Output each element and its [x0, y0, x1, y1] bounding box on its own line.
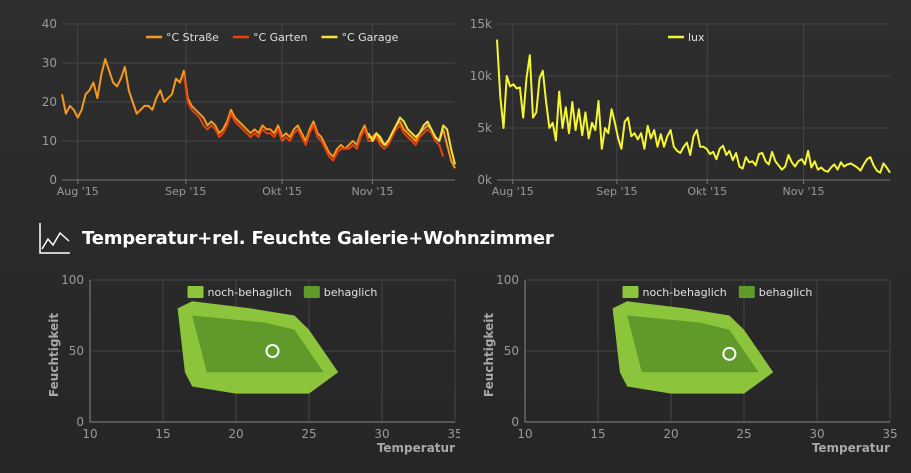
y-tick-label: 0 — [76, 415, 84, 429]
legend-swatch-behaglich — [738, 286, 755, 298]
x-tick-label: Nov '15 — [351, 185, 393, 198]
y-tick-label: 30 — [42, 56, 57, 70]
x-tick-label: 15 — [155, 427, 170, 441]
temperature-chart-svg: 0 10 20 30 40 Aug '15 Sep '15 Okt '15 Nov '15 °C … — [42, 17, 456, 198]
x-tick-label: 15 — [590, 427, 605, 441]
series-line-lux — [496, 39, 891, 174]
y-tick-label: 100 — [496, 273, 519, 287]
legend-label-noch-behaglich: noch-behaglich — [643, 286, 727, 299]
y-tick-label: 0 — [49, 173, 57, 187]
legend-label-garage: °C Garage — [341, 31, 398, 44]
series-line-strasse — [61, 58, 456, 169]
y-tick-label: 20 — [42, 95, 57, 109]
x-tick-label: Sep '15 — [165, 185, 206, 198]
y-tick-label: 5k — [477, 121, 492, 135]
x-axis-label: Temperatur — [812, 441, 890, 455]
y-axis-label: Feuchtigkeit — [482, 313, 496, 397]
y-tick-label: 0 — [511, 415, 519, 429]
x-tick-label: Sep '15 — [596, 185, 637, 198]
x-tick-label: 25 — [301, 427, 316, 441]
legend-label-strasse: °C Straße — [166, 31, 219, 44]
legend-label-lux: lux — [688, 31, 705, 44]
x-tick-label: Aug '15 — [492, 185, 534, 198]
x-axis-label: Temperatur — [377, 441, 455, 455]
series-line-garage — [367, 116, 456, 165]
x-tick-label: Okt '15 — [262, 185, 302, 198]
y-tick-label: 10k — [470, 69, 492, 83]
comfort-chart-right-svg: 10 15 20 25 30 35 0 50 100 Temperatur Feuchtigkeit… — [482, 273, 898, 455]
x-tick-label: Aug '15 — [57, 185, 99, 198]
x-tick-label: 35 — [882, 427, 897, 441]
y-tick-label: 100 — [61, 273, 84, 287]
y-tick-label: 10 — [42, 134, 57, 148]
comfort-chart-left-svg: 10 15 20 25 30 35 0 50 100 Temperatur Feuchtigkeit… — [47, 273, 460, 455]
y-tick-label: 50 — [69, 344, 84, 358]
comfort-chart-right: 10 15 20 25 30 35 0 50 100 Temperatur Feuchtigkeit… — [460, 265, 911, 473]
data-point — [265, 344, 280, 358]
legend-swatch-behaglich — [303, 286, 320, 298]
legend-label-garten: °C Garten — [253, 31, 308, 44]
lux-chart: 0k 5k 10k 15k Aug '15 Sep '15 Okt '15 Nov '15 lu… — [460, 0, 911, 205]
x-tick-label: Okt '15 — [687, 185, 727, 198]
x-tick-label: Nov '15 — [783, 185, 825, 198]
line-chart-icon — [39, 223, 70, 254]
x-tick-label: 30 — [374, 427, 389, 441]
section-title: Temperatur+rel. Feuchte Galerie+Wohnzimm… — [82, 227, 554, 249]
x-tick-label: 25 — [736, 427, 751, 441]
x-tick-label: 30 — [809, 427, 824, 441]
x-tick-label: 35 — [447, 427, 460, 441]
series-line-garten — [182, 74, 445, 162]
legend-label-behaglich: behaglich — [759, 286, 813, 299]
legend-label-behaglich: behaglich — [324, 286, 378, 299]
x-tick-label: 20 — [663, 427, 678, 441]
comfort-chart-left: 10 15 20 25 30 35 0 50 100 Temperatur Feuchtigkeit… — [0, 265, 460, 473]
x-tick-label: 10 — [517, 427, 532, 441]
legend-swatch-noch-behaglich — [187, 286, 204, 298]
x-tick-label: 20 — [228, 427, 243, 441]
lux-chart-svg: 0k 5k 10k 15k Aug '15 Sep '15 Okt '15 Nov '15 lu… — [470, 17, 891, 198]
y-axis-label: Feuchtigkeit — [47, 313, 61, 397]
data-point — [722, 346, 737, 361]
y-tick-label: 50 — [504, 344, 519, 358]
y-tick-label: 15k — [470, 17, 492, 31]
temperature-chart: 0 10 20 30 40 Aug '15 Sep '15 Okt '15 Nov '15 °C … — [0, 0, 460, 205]
legend-label-noch-behaglich: noch-behaglich — [208, 286, 292, 299]
y-tick-label: 40 — [42, 17, 57, 31]
area-behaglich — [192, 315, 324, 373]
area-behaglich — [627, 315, 759, 373]
x-tick-label: 10 — [82, 427, 97, 441]
section-header: Temperatur+rel. Feuchte Galerie+Wohnzimm… — [38, 220, 554, 256]
y-tick-label: 0k — [477, 173, 492, 187]
legend-swatch-noch-behaglich — [622, 286, 639, 298]
